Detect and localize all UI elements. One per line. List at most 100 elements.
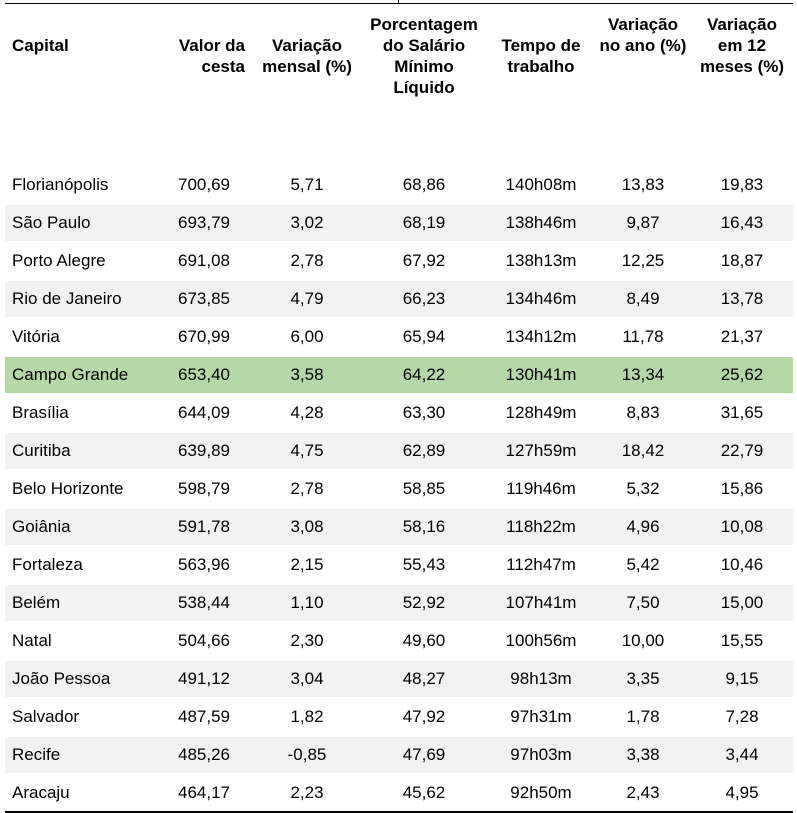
cell-12-month-change: 16,43 xyxy=(691,204,793,243)
cell-minimum-wage-percentage: 49,60 xyxy=(361,622,487,661)
cell-basket-value: 693,79 xyxy=(155,204,253,243)
cell-monthly-change: 4,79 xyxy=(253,280,361,319)
cell-work-time: 134h46m xyxy=(487,280,595,319)
cell-work-time: 138h13m xyxy=(487,242,595,281)
cell-minimum-wage-percentage: 63,30 xyxy=(361,394,487,433)
cell-12-month-change: 7,28 xyxy=(691,698,793,737)
table-row: São Paulo 693,79 3,02 68,19 138h46m 9,87 16,43 xyxy=(5,204,793,243)
cell-monthly-change: 3,58 xyxy=(253,356,361,395)
table-row: Goiânia 591,78 3,08 58,16 118h22m 4,96 10,08 xyxy=(5,508,793,547)
cell-monthly-change: 2,15 xyxy=(253,546,361,585)
cell-monthly-change: 3,02 xyxy=(253,204,361,243)
header-12-month-change: Variação em 12 meses (%) xyxy=(699,15,785,76)
table-row: Recife 485,26 -0,85 47,69 97h03m 3,38 3,44 xyxy=(5,736,793,775)
cell-monthly-change: 6,00 xyxy=(253,318,361,357)
header-work-time: Tempo de trabalho xyxy=(501,36,581,76)
cell-work-time: 112h47m xyxy=(487,546,595,585)
cell-monthly-change: 2,78 xyxy=(253,242,361,281)
cell-monthly-change: 4,75 xyxy=(253,432,361,471)
header-capital: Capital xyxy=(12,36,69,55)
cell-basket-value: 485,26 xyxy=(155,736,253,775)
cell-work-time: 107h41m xyxy=(487,584,595,623)
table-row: Curitiba 639,89 4,75 62,89 127h59m 18,42 22,79 xyxy=(5,432,793,471)
cell-yearly-change: 3,38 xyxy=(595,736,691,775)
cell-work-time: 127h59m xyxy=(487,432,595,471)
top-border xyxy=(0,0,797,4)
cell-minimum-wage-percentage: 48,27 xyxy=(361,660,487,699)
cell-capital: Brasília xyxy=(5,394,155,433)
table-row: Vitória 670,99 6,00 65,94 134h12m 11,78 21,37 xyxy=(5,318,793,357)
cell-basket-value: 491,12 xyxy=(155,660,253,699)
cell-12-month-change: 19,83 xyxy=(691,167,793,205)
cell-yearly-change: 8,49 xyxy=(595,280,691,319)
cell-yearly-change: 1,78 xyxy=(595,698,691,737)
cell-basket-value: 644,09 xyxy=(155,394,253,433)
cell-basket-value: 598,79 xyxy=(155,470,253,509)
cell-work-time: 97h31m xyxy=(487,698,595,737)
cell-capital: Recife xyxy=(5,736,155,775)
cell-12-month-change: 25,62 xyxy=(691,356,793,395)
cell-yearly-change: 3,35 xyxy=(595,660,691,699)
cell-monthly-change: 4,28 xyxy=(253,394,361,433)
cell-minimum-wage-percentage: 45,62 xyxy=(361,774,487,813)
cell-capital: Porto Alegre xyxy=(5,242,155,281)
cell-12-month-change: 22,79 xyxy=(691,432,793,471)
cell-12-month-change: 15,86 xyxy=(691,470,793,509)
cell-monthly-change: 1,82 xyxy=(253,698,361,737)
cell-work-time: 130h41m xyxy=(487,356,595,395)
top-border-right xyxy=(399,3,793,4)
cell-capital: Rio de Janeiro xyxy=(5,280,155,319)
cell-minimum-wage-percentage: 68,19 xyxy=(361,204,487,243)
cell-yearly-change: 5,42 xyxy=(595,546,691,585)
cell-basket-value: 639,89 xyxy=(155,432,253,471)
cell-minimum-wage-percentage: 58,16 xyxy=(361,508,487,547)
cell-minimum-wage-percentage: 65,94 xyxy=(361,318,487,357)
header-basket-value: Valor da cesta xyxy=(178,36,245,76)
cell-capital: Goiânia xyxy=(5,508,155,547)
cell-monthly-change: -0,85 xyxy=(253,736,361,775)
table-row: João Pessoa 491,12 3,04 48,27 98h13m 3,35 9,15 xyxy=(5,660,793,699)
cell-capital: Aracaju xyxy=(5,774,155,813)
cell-basket-value: 487,59 xyxy=(155,698,253,737)
cell-basket-value: 563,96 xyxy=(155,546,253,585)
table-row: Belo Horizonte 598,79 2,78 58,85 119h46m 5,32… xyxy=(5,470,793,509)
cell-basket-value: 591,78 xyxy=(155,508,253,547)
cell-basket-value: 670,99 xyxy=(155,318,253,357)
cell-work-time: 100h56m xyxy=(487,622,595,661)
table-row: Aracaju 464,17 2,23 45,62 92h50m 2,43 4,95 xyxy=(5,774,793,813)
table-row: Belém 538,44 1,10 52,92 107h41m 7,50 15,00 xyxy=(5,584,793,623)
cell-12-month-change: 9,15 xyxy=(691,660,793,699)
cell-minimum-wage-percentage: 66,23 xyxy=(361,280,487,319)
cell-work-time: 140h08m xyxy=(487,167,595,205)
cell-basket-value: 691,08 xyxy=(155,242,253,281)
cell-basket-value: 700,69 xyxy=(155,167,253,205)
cell-work-time: 134h12m xyxy=(487,318,595,357)
cell-yearly-change: 11,78 xyxy=(595,318,691,357)
cell-capital: Belém xyxy=(5,584,155,623)
cell-yearly-change: 9,87 xyxy=(595,204,691,243)
cell-minimum-wage-percentage: 55,43 xyxy=(361,546,487,585)
table-row: Porto Alegre 691,08 2,78 67,92 138h13m 12,25 1… xyxy=(5,242,793,281)
table-row-highlighted: Campo Grande 653,40 3,58 64,22 130h41m 13,34 2… xyxy=(5,356,793,395)
cell-minimum-wage-percentage: 52,92 xyxy=(361,584,487,623)
cell-basket-value: 653,40 xyxy=(155,356,253,395)
cell-yearly-change: 7,50 xyxy=(595,584,691,623)
table-row: Natal 504,66 2,30 49,60 100h56m 10,00 15,55 xyxy=(5,622,793,661)
cell-minimum-wage-percentage: 47,69 xyxy=(361,736,487,775)
cell-yearly-change: 18,42 xyxy=(595,432,691,471)
cell-capital: João Pessoa xyxy=(5,660,155,699)
cell-yearly-change: 13,83 xyxy=(595,167,691,205)
cell-basket-value: 538,44 xyxy=(155,584,253,623)
cell-monthly-change: 3,04 xyxy=(253,660,361,699)
cell-yearly-change: 5,32 xyxy=(595,470,691,509)
cell-capital: Campo Grande xyxy=(5,356,155,395)
cell-work-time: 128h49m xyxy=(487,394,595,433)
cell-12-month-change: 31,65 xyxy=(691,394,793,433)
cell-capital: Curitiba xyxy=(5,432,155,471)
cell-12-month-change: 15,00 xyxy=(691,584,793,623)
top-border-tick xyxy=(398,0,399,4)
cell-capital: São Paulo xyxy=(5,204,155,243)
table-row: Brasília 644,09 4,28 63,30 128h49m 8,83 31,65 xyxy=(5,394,793,433)
cell-basket-value: 673,85 xyxy=(155,280,253,319)
cell-minimum-wage-percentage: 64,22 xyxy=(361,356,487,395)
